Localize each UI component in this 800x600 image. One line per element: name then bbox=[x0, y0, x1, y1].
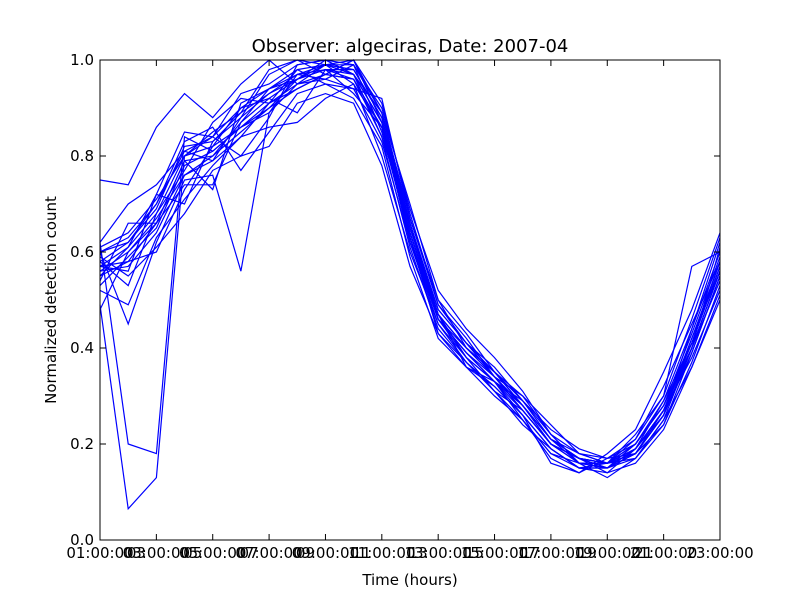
x-tick-label-overlap: 13 bbox=[409, 544, 428, 562]
series-layer bbox=[99, 59, 721, 511]
series-line-18 bbox=[99, 68, 721, 464]
chart-title: Observer: algeciras, Date: 2007-04 bbox=[252, 36, 569, 57]
x-tick-label-overlap: 03 bbox=[127, 544, 146, 562]
x-tick-label: 09:00:00 bbox=[292, 544, 359, 562]
x-tick-label: 11:00:00 bbox=[348, 544, 415, 562]
x-tick-label-overlap: 19 bbox=[578, 544, 597, 562]
x-tick-label-overlap: 07 bbox=[240, 544, 259, 562]
y-axis-label: Normalized detection count bbox=[42, 196, 60, 404]
x-tick-label-overlap: 15 bbox=[465, 544, 484, 562]
x-tick-label-overlap: 21 bbox=[634, 544, 653, 562]
series-line-19 bbox=[99, 73, 721, 469]
series-line-22 bbox=[99, 73, 721, 464]
x-tick-label: 05:00:00 bbox=[179, 544, 246, 562]
x-tick-label: 03:00:00 bbox=[123, 544, 190, 562]
plot-frame bbox=[99, 59, 721, 541]
series-line-21 bbox=[99, 68, 721, 469]
x-tick-label-overlap: 09 bbox=[296, 544, 315, 562]
x-tick-label: 07:00:00 bbox=[235, 544, 302, 562]
x-tick-label-overlap: 17 bbox=[521, 544, 540, 562]
x-tick-label: 21:00:00 bbox=[630, 544, 697, 562]
x-tick-label: 19:00:00 bbox=[574, 544, 641, 562]
series-line-20 bbox=[99, 64, 721, 464]
tick-labels-layer: 01:00:0003:00:0005:00:0007:00:0009:00:00… bbox=[66, 51, 753, 562]
x-axis-label: Time (hours) bbox=[361, 571, 457, 589]
y-tick-label: 0.6 bbox=[70, 243, 94, 261]
x-tick-label: 01:00:00 bbox=[66, 544, 133, 562]
y-tick-label: 0.8 bbox=[70, 147, 94, 165]
y-tick-label: 0.0 bbox=[70, 531, 94, 549]
y-tick-label: 0.4 bbox=[70, 339, 94, 357]
y-tick-label: 1.0 bbox=[70, 51, 94, 69]
series-line-13 bbox=[99, 59, 721, 479]
x-tick-label: 17:00:00 bbox=[517, 544, 584, 562]
x-tick-label-overlap: 05 bbox=[183, 544, 202, 562]
x-tick-label: 13:00:00 bbox=[404, 544, 471, 562]
x-tick-label: 15:00:00 bbox=[461, 544, 528, 562]
series-line-14 bbox=[99, 92, 721, 474]
x-tick-label-overlap: 11 bbox=[352, 544, 371, 562]
y-tick-label: 0.2 bbox=[70, 435, 94, 453]
x-tick-label: 23:00:00 bbox=[686, 544, 753, 562]
